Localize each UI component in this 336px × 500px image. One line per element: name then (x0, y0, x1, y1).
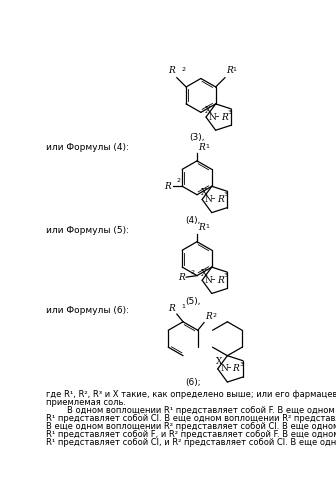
Text: (3),: (3), (189, 133, 205, 142)
Text: R: R (178, 274, 184, 282)
Text: или Формулы (6):: или Формулы (6): (46, 306, 129, 316)
Text: R: R (199, 224, 205, 232)
Text: R¹ представляет собой Cl, и R² представляет собой Cl. В еще одном: R¹ представляет собой Cl, и R² представл… (46, 438, 336, 447)
Text: приемлемая соль.: приемлемая соль. (46, 398, 126, 406)
Text: 3: 3 (228, 110, 232, 115)
Text: X: X (201, 188, 207, 197)
Text: R¹ представляет собой Cl. В еще одном воплощении R² представляет собой F.: R¹ представляет собой Cl. В еще одном во… (46, 414, 336, 423)
Text: X: X (201, 269, 207, 278)
Text: R: R (217, 276, 223, 285)
Text: N: N (208, 112, 216, 122)
Text: 2: 2 (213, 313, 216, 318)
Text: R: R (217, 195, 223, 204)
Text: R: R (233, 364, 239, 374)
Text: 3: 3 (240, 362, 243, 366)
Text: или Формулы (4):: или Формулы (4): (46, 143, 129, 152)
Text: В одном воплощении R¹ представляет собой F. В еще одном воплощении: В одном воплощении R¹ представляет собой… (46, 406, 336, 414)
Text: –: – (211, 194, 215, 203)
Text: R: R (165, 182, 171, 191)
Text: R: R (221, 112, 227, 122)
Text: X: X (205, 106, 211, 114)
Text: R: R (199, 142, 205, 152)
Text: 2: 2 (190, 270, 194, 275)
Text: X: X (216, 358, 223, 366)
Text: R: R (206, 312, 212, 321)
Text: 2: 2 (181, 68, 185, 72)
Text: R: R (169, 66, 175, 76)
Text: N: N (204, 195, 212, 204)
Text: 1: 1 (181, 304, 185, 310)
Text: R¹ представляет собой F, и R² представляет собой F. В еще одном воплощении: R¹ представляет собой F, и R² представля… (46, 430, 336, 439)
Text: R: R (226, 66, 233, 76)
Text: (4),: (4), (185, 216, 201, 224)
Text: 1: 1 (206, 224, 209, 230)
Text: 2: 2 (177, 178, 181, 183)
Text: где R¹, R², R³ и X такие, как определено выше; или его фармацевтически: где R¹, R², R³ и X такие, как определено… (46, 390, 336, 398)
Text: или Формулы (5):: или Формулы (5): (46, 226, 129, 234)
Text: N: N (220, 364, 228, 374)
Text: 3: 3 (224, 192, 228, 197)
Text: R: R (169, 304, 175, 312)
Text: –: – (214, 112, 219, 121)
Text: 3: 3 (224, 273, 228, 278)
Text: –: – (226, 364, 231, 372)
Text: 1: 1 (233, 68, 237, 72)
Text: –: – (211, 275, 215, 284)
Text: 1: 1 (206, 144, 209, 148)
Text: В еще одном воплощении R² представляет собой Cl. В еще одном воплощении: В еще одном воплощении R² представляет с… (46, 422, 336, 431)
Text: (6);: (6); (185, 378, 201, 387)
Text: N: N (204, 276, 212, 285)
Text: (5),: (5), (185, 297, 201, 306)
